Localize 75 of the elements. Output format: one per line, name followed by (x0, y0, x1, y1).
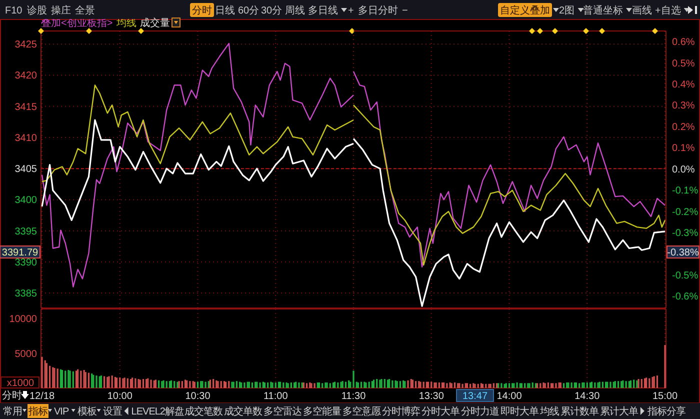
text: -0.38% (667, 248, 699, 258)
text: 多空意愿 (342, 406, 381, 418)
text: -0.3% (672, 228, 698, 239)
text: 2图 (559, 6, 575, 16)
text: 0.4% (672, 80, 695, 91)
text: -0.6% (672, 292, 698, 303)
text: LEVEL2解盘 (131, 406, 184, 418)
text: -0.2% (672, 206, 698, 218)
y-tick-label: 3410 (14, 132, 38, 144)
text: 13:47 (462, 391, 488, 402)
text: -0.5% (672, 270, 698, 282)
text: 0.5% (672, 58, 695, 70)
text: F10 (5, 6, 23, 16)
text: 日线 (215, 4, 235, 16)
text: 分时大单 (421, 406, 460, 418)
text: 即时大单 (500, 406, 539, 418)
y-tick-label: 3415 (14, 102, 38, 113)
text: 0.3% (672, 100, 695, 112)
x-tick-label: 10:00 (107, 391, 133, 402)
text: 累计数单 (560, 406, 599, 418)
text: VIP (54, 406, 70, 418)
text: 设置 (102, 406, 122, 418)
text: 全景 (75, 4, 95, 16)
text: +自选 (655, 4, 681, 16)
text: 分时 (192, 4, 212, 16)
text: 0.0% (672, 164, 695, 176)
text: -0.1% (672, 186, 698, 197)
y-tick-label: 10000 (9, 314, 38, 326)
text: 周线 (285, 4, 305, 16)
y-tick-label: 3395 (14, 226, 38, 238)
x-tick-label: 12/18 (29, 391, 55, 402)
y-tick-label: 3385 (14, 288, 38, 300)
text: 成交量 (140, 17, 170, 29)
x-tick-label: 11:30 (341, 391, 366, 402)
text: − (402, 6, 408, 16)
text: 画线 (632, 4, 652, 16)
y-tick-label: 3390 (14, 257, 38, 268)
text: 普通坐标 (583, 4, 623, 16)
y-tick-label: 3420 (14, 70, 38, 82)
y-tick-label: 3405 (14, 164, 38, 176)
y-tick-label: 3425 (14, 40, 38, 51)
text: 成交单数 (224, 406, 262, 418)
text: 均线 (538, 406, 560, 418)
text: 0.2% (672, 122, 695, 133)
text: 诊股 (27, 4, 47, 16)
x-tick-label: 10:30 (185, 391, 211, 402)
x-tick-label: 14:30 (574, 391, 600, 402)
text: 累计大单 (600, 406, 638, 418)
text: 多日分时 (358, 4, 398, 16)
y-axis-title: x1000 (6, 378, 35, 389)
x-tick-label: 13:30 (418, 391, 444, 402)
text: 指标分享 (646, 406, 686, 418)
text: 自定义叠加 (500, 4, 550, 16)
text: 60分 (238, 4, 260, 16)
x-tick-label: 14:00 (496, 391, 522, 402)
text: 30分 (261, 4, 282, 16)
text: + (348, 6, 354, 16)
text: 3391.79 (2, 248, 39, 258)
text: 分时博弈 (382, 406, 420, 418)
y-tick-label: 3400 (14, 195, 38, 206)
text: 0.1% (672, 143, 695, 154)
x-tick-label: 11:00 (263, 391, 288, 402)
text: 多空雷达 (263, 406, 302, 418)
text: 操庄 (51, 4, 71, 16)
y-tick-label: 5000 (14, 348, 38, 360)
text: 多空能量 (302, 406, 342, 418)
text: 多日线 (308, 4, 338, 16)
text: 分时力道 (460, 406, 500, 418)
text: 成交笔数 (184, 406, 223, 418)
text: 指标 (28, 406, 48, 418)
text: 分时 (2, 390, 22, 402)
text: 模板 (77, 406, 97, 418)
text: 0.6% (672, 37, 695, 48)
text: 常用 (3, 406, 22, 418)
x-tick-label: 15:00 (652, 391, 678, 402)
